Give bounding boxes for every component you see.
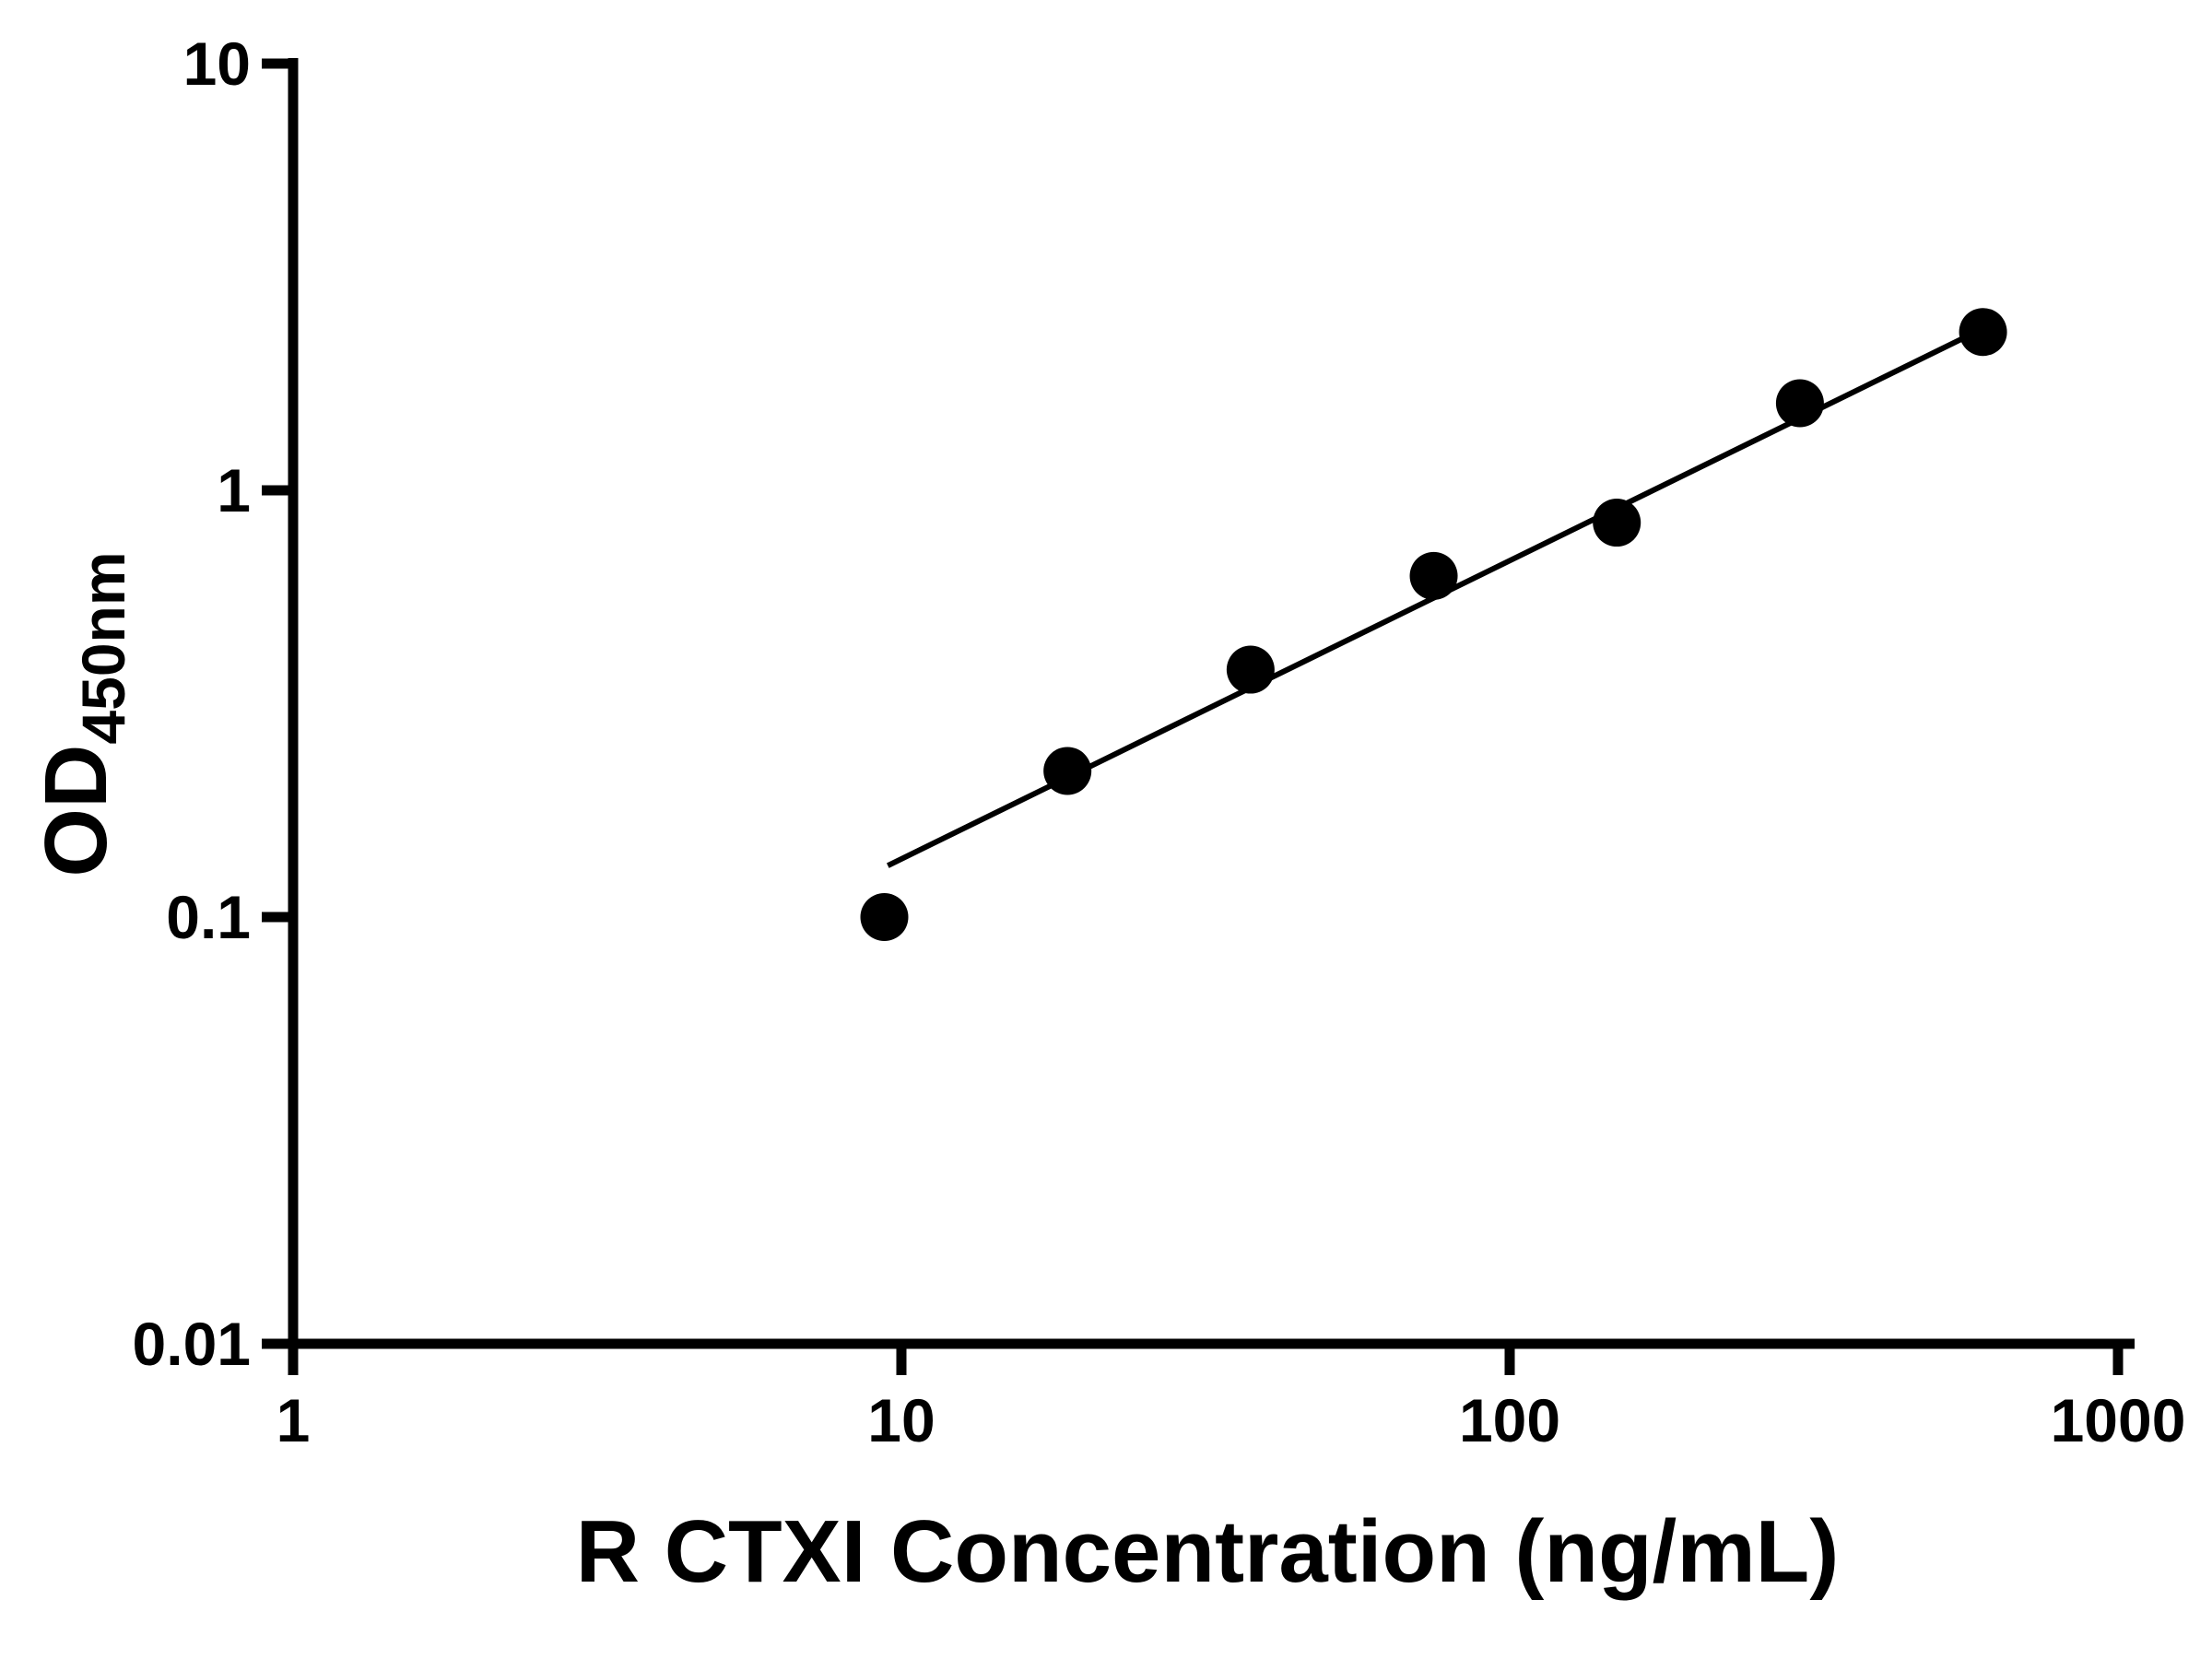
data-point [1043, 747, 1092, 795]
x-tick-label: 1 [276, 1386, 311, 1454]
x-tick-label: 10 [867, 1386, 935, 1454]
y-tick-label: 1 [217, 456, 251, 524]
x-tick-labels: 1 10 100 1000 [276, 1386, 2186, 1454]
data-point [1775, 379, 1824, 428]
data-point [1593, 499, 1641, 547]
x-axis-title: R CTXI Concentration (ng/mL) [576, 1502, 1840, 1601]
tick-marks [262, 58, 2124, 1375]
axes [288, 58, 2135, 1349]
data-point [1226, 645, 1275, 694]
x-tick-label: 1000 [2051, 1386, 2186, 1454]
y-tick-label: 10 [183, 29, 251, 98]
data-point [1959, 308, 2007, 357]
y-axis-title-main: OD [27, 745, 125, 877]
y-axis-title: OD450nm [27, 551, 137, 877]
y-tick-label: 0.1 [166, 883, 251, 951]
y-tick-label: 0.01 [133, 1310, 251, 1378]
y-axis-title-subscript: 450nm [69, 551, 137, 744]
data-point [1409, 551, 1458, 600]
y-tick-labels: 0.01 0.1 1 10 [133, 29, 251, 1378]
x-tick-label: 100 [1459, 1386, 1560, 1454]
data-point [860, 893, 909, 941]
data-points-group [860, 308, 2007, 941]
